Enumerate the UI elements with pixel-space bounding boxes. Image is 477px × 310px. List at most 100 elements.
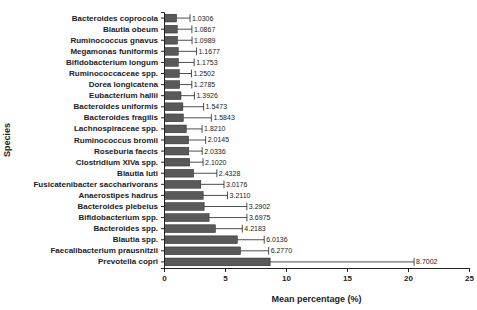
y-tick: Megamonas funiformis [70, 47, 164, 56]
y-tick: Lachnospiraceae spp. [74, 124, 164, 133]
y-tick: Blautia obeum [103, 25, 164, 34]
error-cap [205, 136, 206, 144]
bar [164, 114, 183, 122]
y-tick-mark [161, 117, 164, 118]
y-tick: Anaerostipes hadrus [78, 191, 164, 200]
error-cap [202, 125, 203, 133]
error-bar [190, 158, 203, 166]
error-line [178, 51, 196, 52]
y-tick-mark [161, 162, 164, 163]
data-label: 2.4328 [219, 170, 241, 177]
error-line [190, 162, 203, 163]
x-tick: 25 [465, 268, 474, 283]
y-tick: Bifidobacterium longum [66, 58, 164, 67]
y-tick: Bacteroides fragilis [84, 113, 164, 122]
x-tick-label: 0 [162, 274, 167, 283]
error-bar [180, 81, 192, 89]
bar [164, 236, 237, 244]
data-label: 3.6975 [249, 214, 271, 221]
y-tick-label: Blautia obeum [103, 25, 158, 34]
bar [164, 25, 177, 33]
data-label: 1.2785 [194, 81, 216, 88]
y-tick-mark [161, 84, 164, 85]
error-cap [223, 180, 224, 188]
data-label: 1.5843 [213, 114, 235, 121]
y-tick: Dorea longicatena [89, 80, 164, 89]
y-tick: Ruminococcus gnavus [70, 36, 164, 45]
bar [164, 14, 177, 22]
y-tick-mark [161, 140, 164, 141]
y-tick-label: Bacteroides fragilis [84, 113, 159, 122]
x-tick: 10 [282, 268, 291, 283]
data-label: 1.2502 [193, 70, 215, 77]
bar [164, 147, 189, 155]
error-cap [202, 147, 203, 155]
bar [164, 125, 186, 133]
data-label: 3.2110 [230, 192, 251, 199]
error-line [189, 140, 206, 141]
error-cap [268, 247, 269, 255]
data-label: 1.0867 [194, 26, 216, 33]
y-tick-label: Roseburia faecis [94, 147, 159, 156]
error-bar [189, 136, 206, 144]
y-tick: Bacteroides uniformis [74, 102, 164, 111]
x-tick: 20 [404, 268, 413, 283]
error-cap [196, 47, 197, 55]
data-label: 1.3926 [196, 92, 218, 99]
error-cap [242, 225, 243, 233]
error-line [181, 95, 194, 96]
y-tick-mark [161, 239, 164, 240]
y-tick-mark [161, 29, 164, 30]
y-tick-mark [161, 40, 164, 41]
error-bar [204, 203, 247, 211]
error-cap [203, 158, 204, 166]
y-tick-mark [161, 73, 164, 74]
error-bar [177, 36, 192, 44]
x-axis: 0 5 10 15 20 25 [162, 268, 474, 283]
x-axis-title: Mean percentage (%) [271, 294, 361, 304]
x-tick: 5 [223, 268, 228, 283]
y-tick-label: Faecalibacterium prausnitzii [50, 246, 158, 255]
y-tick: Ruminococcus bromii [74, 136, 164, 145]
x-tick-mark [347, 268, 348, 272]
data-label: 1.0306 [192, 15, 214, 22]
x-axis-line [165, 269, 470, 273]
bar [164, 192, 203, 200]
error-bar [189, 147, 202, 155]
y-tick-label: Bifidobacterium spp. [78, 213, 158, 222]
x-tick-mark [286, 268, 287, 272]
data-label: 1.1753 [196, 59, 218, 66]
y-tick: Prevotella copri [98, 257, 164, 266]
y-tick-mark [161, 95, 164, 96]
error-line [241, 250, 269, 251]
error-cap [192, 36, 193, 44]
error-line [203, 195, 227, 196]
error-bar [183, 114, 211, 122]
y-tick-mark [161, 173, 164, 174]
bar [164, 103, 183, 111]
y-tick-mark [161, 217, 164, 218]
error-cap [191, 25, 192, 33]
error-line [178, 62, 194, 63]
data-label: 3.0176 [226, 181, 248, 188]
y-tick-label: Blautia spp. [113, 235, 158, 244]
data-labels: 1.03061.08671.09891.16771.17531.25021.27… [192, 15, 438, 266]
error-bar [178, 59, 194, 67]
error-line [180, 84, 192, 85]
data-label: 3.2902 [249, 203, 271, 210]
y-tick-mark [161, 184, 164, 185]
y-tick-label: Dorea longicatena [89, 80, 159, 89]
error-bar [178, 47, 196, 55]
plot: 1.03061.08671.09891.16771.17531.25021.27… [33, 13, 474, 283]
error-line [177, 18, 190, 19]
bar [164, 247, 241, 255]
chart: 1.03061.08671.09891.16771.17531.25021.27… [0, 0, 477, 310]
data-label: 1.8210 [204, 125, 226, 132]
y-tick-label: Bifidobacterium longum [66, 58, 158, 67]
y-tick-mark [161, 195, 164, 196]
marks [164, 14, 414, 266]
error-bar [183, 103, 204, 111]
x-tick: 15 [343, 268, 352, 283]
bar [164, 70, 179, 78]
error-line [209, 217, 247, 218]
